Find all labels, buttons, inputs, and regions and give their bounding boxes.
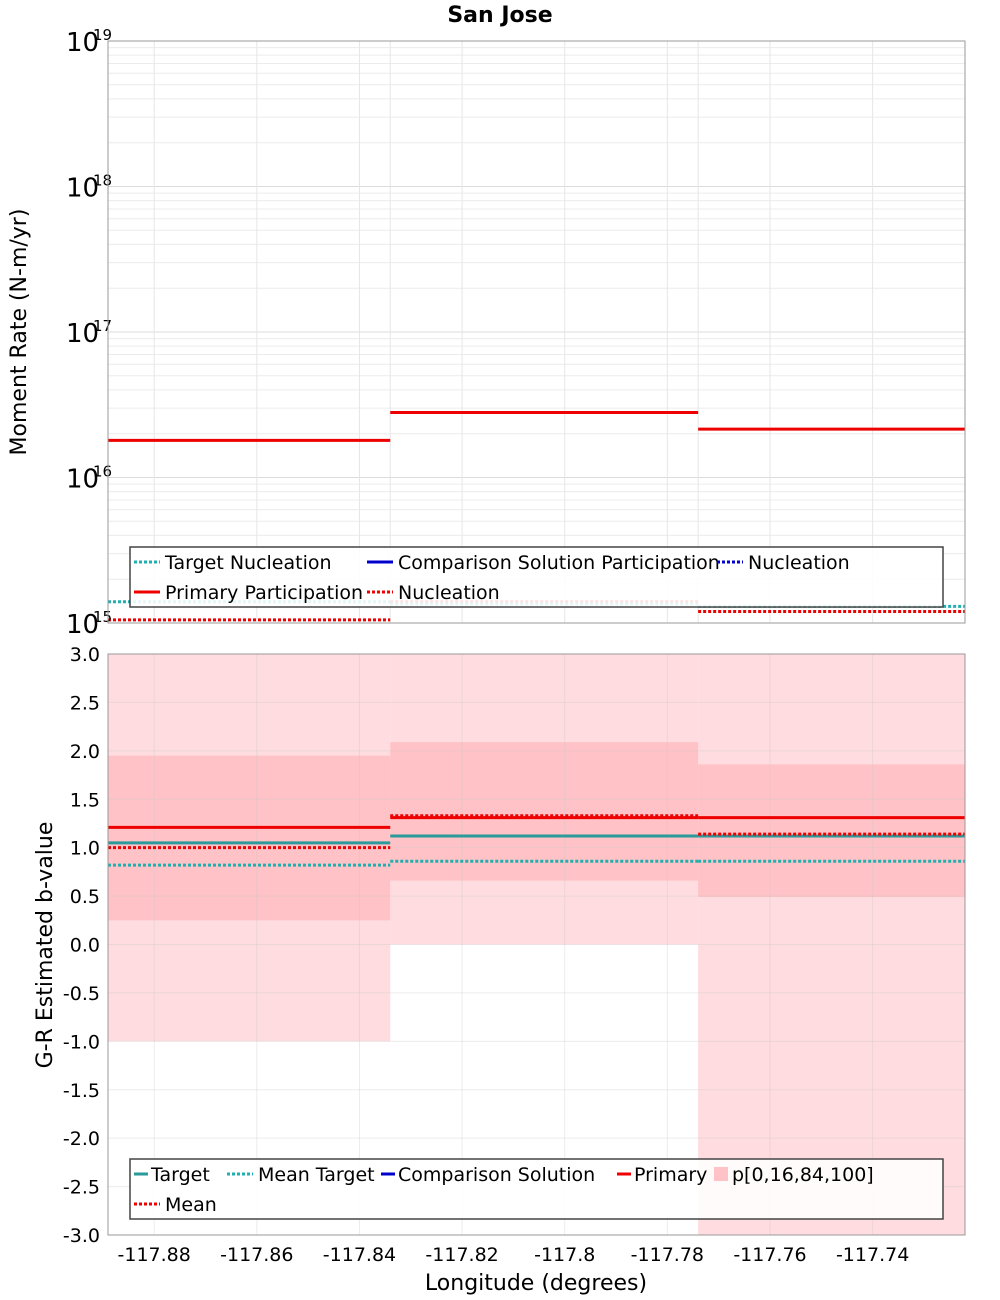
bottom-y-tick-label: 0.5 — [70, 886, 100, 908]
x-tick-label: -117.88 — [118, 1244, 191, 1266]
bottom-legend-label: Primary — [634, 1164, 707, 1186]
bottom-y-tick-label: -2.0 — [63, 1128, 100, 1150]
bottom-legend-swatch — [714, 1167, 728, 1181]
x-axis-label: Longitude (degrees) — [425, 1271, 647, 1296]
bottom-y-tick-label: 1.5 — [70, 789, 100, 811]
band-inner — [698, 764, 965, 898]
top-plot-frame — [107, 40, 966, 624]
bottom-legend: Target Mean Target Comparison Solution Prim… — [129, 1158, 944, 1220]
top-y-tick-base: 10 — [66, 319, 99, 349]
bottom-y-tick-label: -3.0 — [63, 1225, 100, 1247]
top-legend-label: Primary Participation — [165, 582, 363, 604]
bottom-legend-label: Mean Target — [258, 1164, 375, 1186]
top-y-tick-base: 10 — [66, 465, 99, 495]
x-tick-label: -117.78 — [631, 1244, 704, 1266]
chart-title: San Jose — [447, 3, 552, 28]
band-outer — [698, 654, 965, 1235]
x-tick-label: -117.76 — [733, 1244, 806, 1266]
top-y-tick-exponent: 19 — [93, 26, 112, 44]
bottom-y-tick-label: 1.0 — [70, 838, 100, 860]
bottom-series — [108, 814, 965, 867]
top-y-axis-label: Moment Rate (N-m/yr) — [7, 209, 32, 456]
top-y-tick-exponent: 17 — [93, 317, 112, 335]
bottom-y-tick-label: -1.5 — [63, 1080, 100, 1102]
top-legend-label: Nucleation — [398, 582, 500, 604]
x-tick-label: -117.74 — [836, 1244, 909, 1266]
bottom-plot-frame — [107, 653, 966, 1236]
bottom-legend-label: Target — [150, 1164, 210, 1186]
x-tick-label: -117.82 — [425, 1244, 498, 1266]
top-legend-label: Nucleation — [748, 552, 850, 574]
bottom-x-ticks: -117.88 -117.86 -117.84 -117.82 -117.8 -117.7… — [118, 1244, 910, 1266]
top-y-tick-base: 10 — [66, 174, 99, 204]
x-tick-label: -117.8 — [534, 1244, 595, 1266]
top-y-tick-base: 10 — [66, 610, 99, 640]
bottom-legend-label: p[0,16,84,100] — [732, 1164, 874, 1186]
bottom-y-axis-label: G-R Estimated b-value — [33, 822, 58, 1069]
bottom-y-ticks: 3.0 2.5 2.0 1.5 1.0 0.5 0.0 -0.5 -1.0 -1.5 -2.0 -2.… — [63, 644, 100, 1247]
bottom-legend-label: Comparison Solution — [398, 1164, 595, 1186]
top-legend: Target Nucleation Comparison Solution Par… — [129, 546, 944, 608]
band-inner — [108, 755, 391, 921]
top-y-tick-exponent: 16 — [93, 463, 112, 481]
top-y-tick-exponent: 15 — [93, 608, 112, 626]
top-legend-label: Comparison Solution Participation — [398, 552, 720, 574]
x-tick-label: -117.86 — [220, 1244, 293, 1266]
bottom-legend-box — [129, 1158, 944, 1220]
bottom-y-tick-label: 0.0 — [70, 935, 100, 957]
top-legend-label: Target Nucleation — [164, 552, 332, 574]
bottom-y-tick-label: -0.5 — [63, 983, 100, 1005]
bottom-y-tick-label: 2.0 — [70, 741, 100, 763]
band-inner — [390, 742, 699, 881]
bottom-y-tick-label: 2.5 — [70, 692, 100, 714]
top-legend-box — [129, 546, 944, 608]
top-y-tick-base: 10 — [66, 28, 99, 58]
bottom-y-tick-label: -1.0 — [63, 1031, 100, 1053]
top-y-tick-exponent: 18 — [93, 172, 112, 190]
bottom-grid — [108, 653, 965, 1236]
bottom-y-tick-label: 3.0 — [70, 644, 100, 666]
b-value-chart: 3.0 2.5 2.0 1.5 1.0 0.5 0.0 -0.5 -1.0 -1.5 -2.0 -2.… — [33, 644, 966, 1296]
bottom-y-tick-label: -2.5 — [63, 1177, 100, 1199]
x-tick-label: -117.84 — [323, 1244, 396, 1266]
bottom-legend-label: Mean — [165, 1194, 217, 1216]
